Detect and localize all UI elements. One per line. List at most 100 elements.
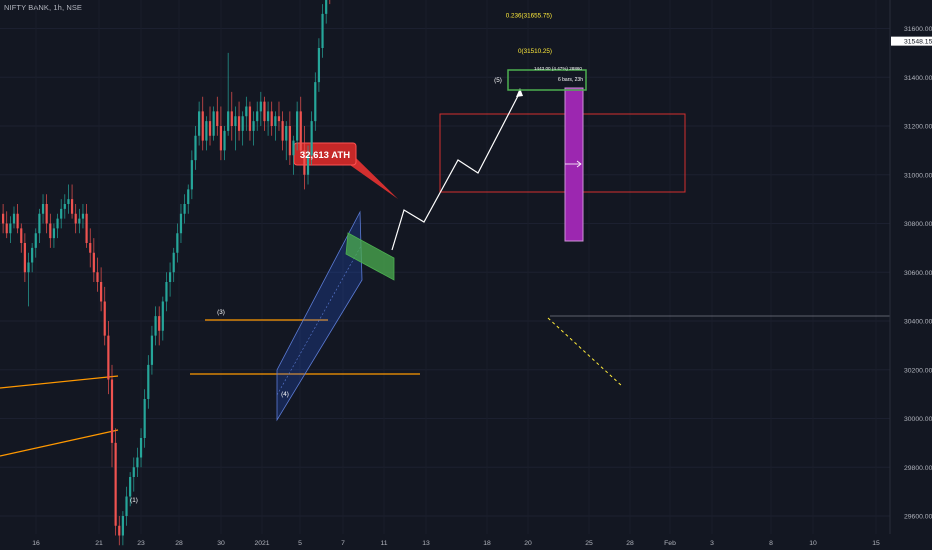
candle-body [67, 199, 70, 204]
price-tick-label: 31600.00 [904, 26, 932, 33]
time-tick-label: 11 [380, 540, 387, 547]
measure-line2: 6 bars, 23h [558, 77, 583, 83]
candle-body [150, 335, 154, 365]
candle-body [31, 247, 34, 263]
price-tick-label: 31400.00 [904, 75, 932, 82]
price-axis[interactable]: 29600.00 29800.00 30000.00 30200.00 30400.00… [889, 0, 932, 534]
candle-body [70, 199, 74, 214]
candle-body [165, 282, 168, 302]
candle-body [114, 442, 117, 526]
target-box[interactable] [507, 69, 587, 91]
price-tick-label: 31200.00 [904, 124, 932, 131]
measure-bar[interactable] [564, 87, 584, 242]
time-tick-label: 30 [217, 540, 225, 547]
time-tick-label: 28 [626, 540, 634, 547]
time-axis[interactable]: 16 21 23 28 30 2021 5 7 11 13 18 20 25 28 Feb 3 8 10 15 [32, 540, 880, 547]
candle-body [285, 126, 288, 141]
candle-body [20, 228, 23, 243]
candle-body [158, 316, 161, 331]
candle-body [219, 126, 222, 151]
time-tick-label: 23 [137, 540, 145, 547]
candle-body [321, 13, 324, 48]
wave-label: (4) [281, 391, 289, 398]
wave-label: (3) [217, 309, 225, 316]
candle-body [183, 204, 186, 214]
candle-body [325, 0, 328, 14]
candle-body [230, 111, 233, 126]
price-label-bg [891, 36, 932, 46]
triangle-lower-line[interactable] [0, 429, 119, 457]
triangle-upper-line[interactable] [0, 375, 119, 389]
time-tick-label: 3 [710, 540, 714, 547]
candle-body [147, 364, 150, 399]
downside-dashed-line[interactable] [547, 317, 623, 387]
price-tick-label: 29800.00 [904, 465, 932, 472]
candle-body [234, 116, 237, 126]
candle-body [216, 111, 219, 126]
bull-flag[interactable] [345, 232, 395, 281]
candle-body [248, 106, 252, 131]
fib-labels: 4.236(34122.15)3.618(33741.10)3(33360.05… [506, 12, 552, 54]
candle-body [205, 121, 208, 141]
candle-body [63, 204, 66, 209]
candle-body [292, 140, 295, 156]
grid [0, 28, 890, 517]
candle-body [9, 223, 12, 234]
measure-line1: 1443.00 (4.47%) 28860 [534, 66, 582, 71]
candle-body [176, 233, 179, 253]
candle-body [281, 121, 284, 141]
candle-body [143, 399, 146, 438]
candle-body [38, 213, 41, 234]
candle-body [187, 189, 190, 204]
time-tick-label: 2021 [254, 540, 269, 547]
callout-pointer [340, 158, 398, 199]
candle-body [45, 204, 48, 224]
time-tick-label: 18 [483, 540, 491, 547]
rising-channel[interactable] [276, 210, 363, 422]
candle-body [85, 213, 88, 243]
time-tick-label: 28 [175, 540, 183, 547]
candle-body [60, 208, 63, 219]
time-tick-label: 8 [769, 540, 773, 547]
candle-body [52, 228, 56, 239]
projection-path[interactable] [391, 91, 521, 251]
candle-body [103, 301, 106, 336]
price-tick-label: 30000.00 [904, 416, 932, 423]
measure-bar-arrowhead [576, 160, 582, 168]
price-tick-label: 30400.00 [904, 319, 932, 326]
target-zone-box[interactable] [439, 113, 686, 193]
candle-body [96, 272, 99, 282]
candle-body [154, 316, 157, 336]
time-tick-label: 20 [524, 540, 532, 547]
candle-body [12, 213, 16, 224]
candle-body [227, 111, 230, 131]
candle-body [110, 379, 114, 443]
candle-body [161, 301, 164, 331]
candle-body [198, 111, 201, 136]
candle-body [125, 496, 128, 516]
candle-body [277, 116, 281, 122]
candle-body [252, 121, 255, 131]
time-tick-label: 7 [341, 540, 345, 547]
projection-arrowhead [516, 88, 523, 97]
wave-label: (5) [494, 77, 502, 84]
candle-body [299, 111, 302, 151]
candle-body [310, 121, 313, 156]
candle-body [136, 457, 139, 468]
candle-body [100, 282, 103, 302]
candle-body [23, 243, 26, 273]
price-label: 31548.15 [904, 39, 932, 46]
time-tick-label: 15 [872, 540, 880, 547]
candle-body [92, 252, 95, 273]
candle-body [201, 111, 204, 141]
time-tick-label: 13 [422, 540, 430, 547]
candle-body [270, 111, 273, 126]
candle-body [263, 101, 266, 122]
candle-body [245, 106, 248, 117]
candle-body [5, 223, 8, 234]
candle-body [237, 116, 241, 131]
candle-body [259, 101, 262, 112]
ath-callout-text: 32,613 ATH [300, 150, 350, 161]
candle-body [107, 335, 110, 380]
